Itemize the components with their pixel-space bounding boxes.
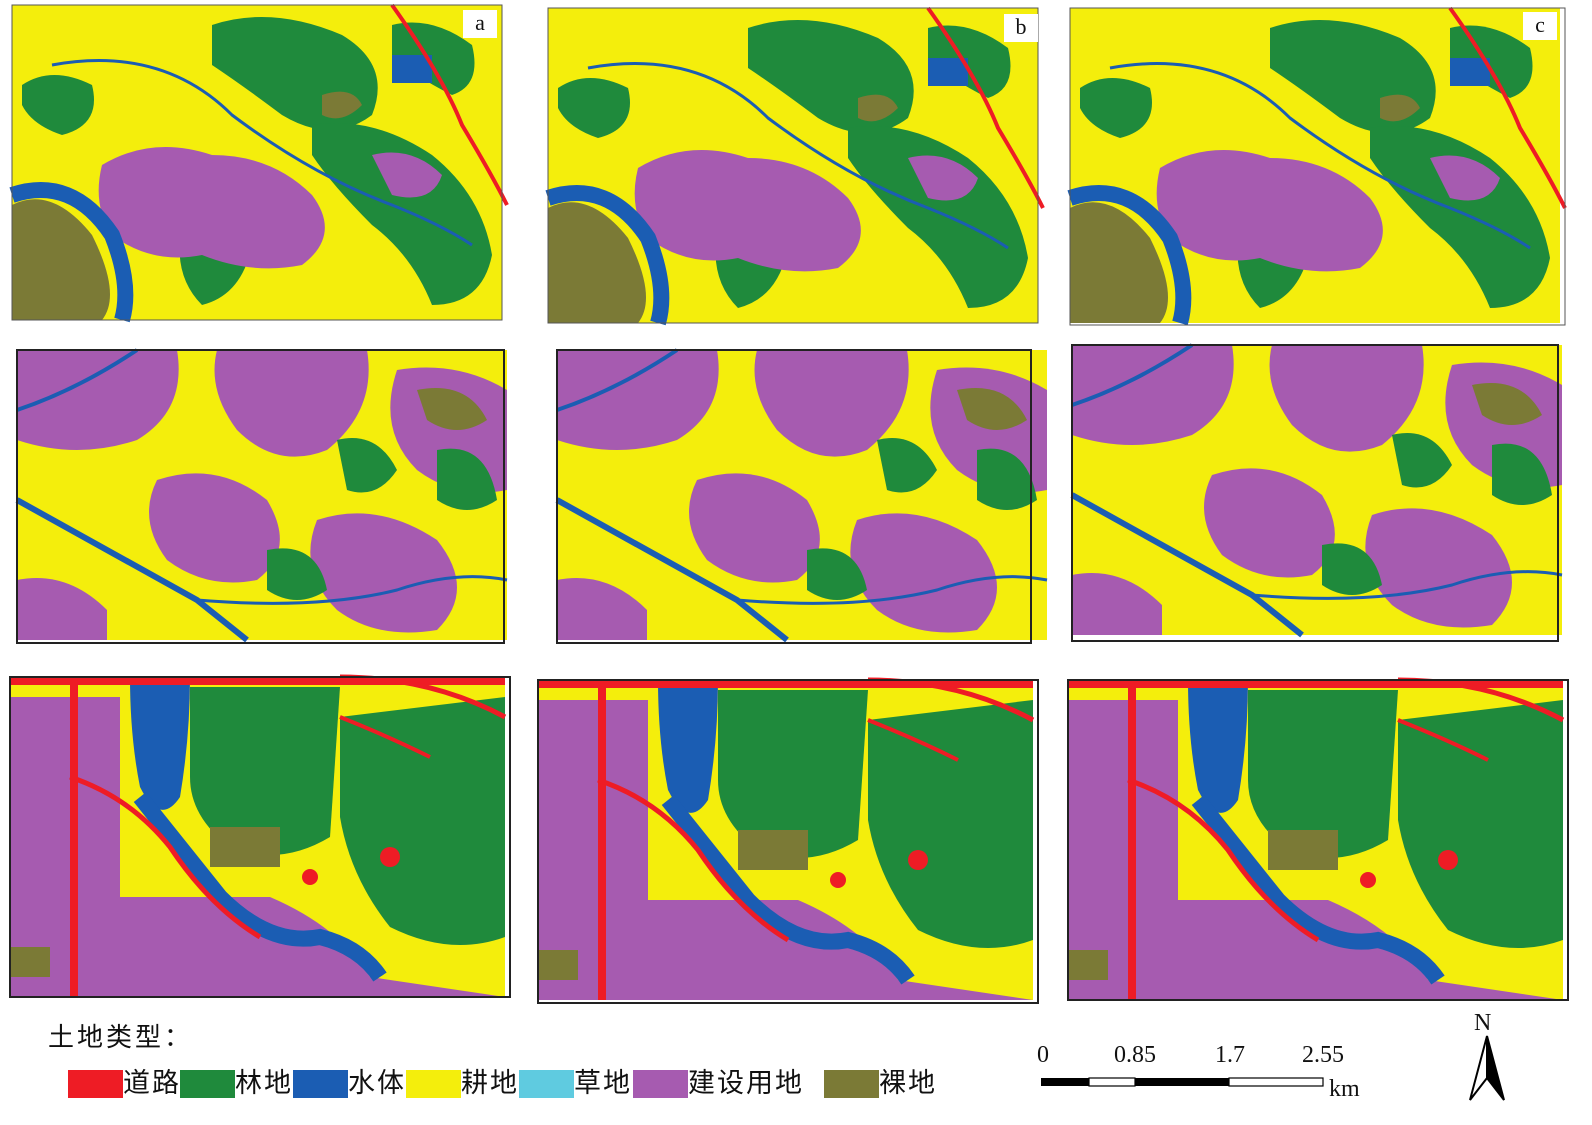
map-panel-b-row1: [548, 8, 1043, 323]
map-panel-a-row1: [12, 5, 507, 320]
yellow-swatch: [406, 1070, 461, 1098]
scale-bar: 0 0.85 1.7 2.55 km: [1035, 1040, 1375, 1110]
scale-bar-graphic: [1041, 1077, 1324, 1087]
north-arrow-icon: [1469, 1035, 1505, 1101]
legend-label: 建设用地: [688, 1068, 804, 1099]
legend-label: 耕地: [461, 1068, 519, 1099]
legend-label: 道路: [123, 1068, 181, 1099]
map-panel-a-row3: [10, 677, 510, 997]
map-panel-b-row2: [557, 350, 1047, 644]
green-swatch: [180, 1070, 235, 1098]
scale-tick: 1.7: [1215, 1042, 1245, 1068]
legend-label: 林地: [235, 1068, 293, 1099]
panel-label-a: a: [463, 10, 497, 38]
panel-label-c: c: [1523, 12, 1557, 40]
scale-unit: km: [1329, 1076, 1360, 1102]
land-cover-maps: [0, 0, 1592, 1010]
legend-title: 土地类型：: [48, 1023, 194, 1053]
panel-label-b: b: [1004, 14, 1038, 42]
map-panel-c-row3: [1068, 680, 1568, 1000]
map-panel-c-row2: [1072, 345, 1562, 642]
scale-tick: 0.85: [1114, 1042, 1156, 1068]
map-panel-c-row1: [1070, 8, 1565, 325]
legend-label: 水体: [348, 1068, 406, 1099]
red-swatch: [68, 1070, 123, 1098]
blue-swatch: [293, 1070, 348, 1098]
north-label: N: [1474, 1010, 1492, 1036]
scale-tick: 0: [1037, 1042, 1049, 1068]
map-panel-b-row3: [538, 680, 1038, 1003]
cyan-swatch: [519, 1070, 574, 1098]
scale-tick: 2.55: [1302, 1042, 1344, 1068]
purple-swatch: [633, 1070, 688, 1098]
legend-label: 草地: [574, 1068, 632, 1099]
legend-label: 裸地: [879, 1068, 937, 1099]
olive-swatch: [824, 1070, 879, 1098]
map-panel-a-row2: [17, 350, 507, 644]
